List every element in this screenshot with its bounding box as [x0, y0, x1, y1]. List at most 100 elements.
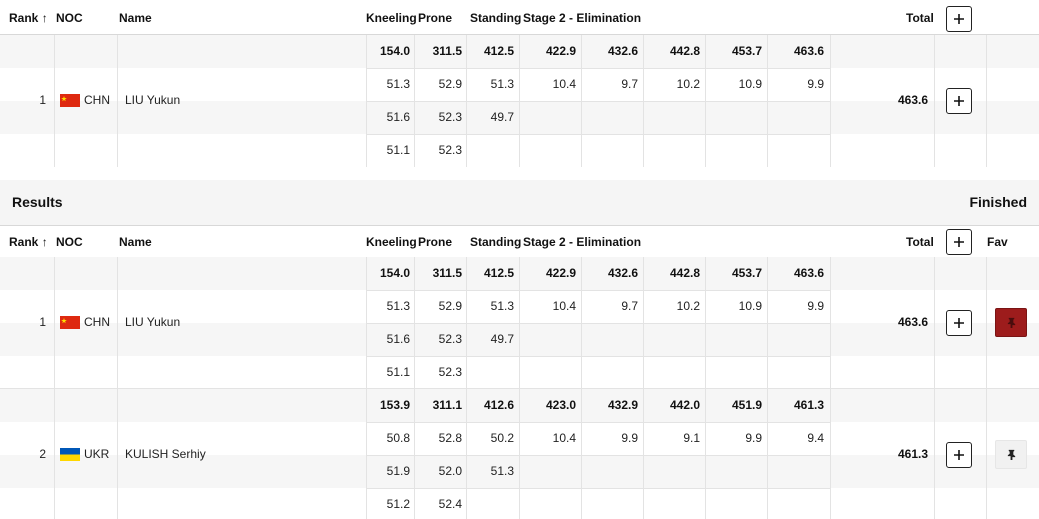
series-score-cell: 51.3 — [386, 77, 410, 91]
series-score-cell — [767, 455, 824, 488]
series-score-cell: 51.1 — [386, 143, 410, 157]
series-score-cell: 49.7 — [490, 332, 514, 346]
series-score-cell: 52.3 — [438, 365, 462, 379]
stage-total-cell: 154.0 — [379, 266, 410, 280]
expand-all-button[interactable] — [946, 229, 972, 255]
arrow-up-icon: ↑ — [41, 235, 48, 249]
column-header-total: Total — [906, 11, 934, 25]
series-score-cell: 51.3 — [490, 77, 514, 91]
column-header-standing: Standing — [470, 235, 522, 249]
column-header-stage2: Stage 2 - Elimination — [523, 235, 642, 249]
series-score-cell — [767, 356, 824, 389]
pin-icon — [1007, 449, 1015, 460]
expand-row-button[interactable] — [946, 88, 972, 114]
series-score-cell: 49.7 — [490, 110, 514, 124]
expand-all-button[interactable] — [946, 6, 972, 32]
column-header-noc: NOC — [56, 235, 83, 249]
stage-total-cell: 153.9 — [379, 398, 410, 412]
pin-icon — [1007, 317, 1015, 328]
stage-total-cell: 412.6 — [483, 398, 514, 412]
athlete-name[interactable]: LIU Yukun — [125, 315, 181, 329]
stage-total-cell: 453.7 — [731, 266, 762, 280]
status-badge: Finished — [969, 194, 1027, 210]
series-score-cell — [581, 356, 638, 389]
stage-total-cell: 311.1 — [432, 398, 462, 412]
series-score-cell — [767, 488, 824, 519]
series-score-cell — [581, 101, 638, 134]
table-header: Rank ↑ NOC Name Kneeling Prone Standing … — [0, 2, 1039, 35]
series-score-cell — [705, 356, 762, 389]
column-header-total: Total — [906, 235, 934, 249]
favorite-button[interactable] — [995, 308, 1027, 337]
stage-total-cell: 311.5 — [432, 44, 462, 58]
series-score-cell: 9.9 — [807, 77, 824, 91]
column-header-fav: Fav — [987, 235, 1008, 249]
stage-total-cell: 412.5 — [483, 44, 514, 58]
series-score-cell — [581, 488, 638, 519]
series-score-cell: 9.4 — [807, 431, 824, 445]
noc-code: UKR — [84, 447, 110, 461]
series-score-cell: 52.3 — [438, 110, 462, 124]
series-score-cell: 52.9 — [438, 299, 462, 313]
series-score-cell — [519, 134, 576, 167]
series-score-cell: 50.2 — [490, 431, 514, 445]
series-score-cell — [466, 488, 514, 519]
series-score-cell — [519, 488, 576, 519]
series-score-cell — [705, 101, 762, 134]
column-header-standing: Standing — [470, 11, 522, 25]
total-score: 461.3 — [898, 447, 929, 461]
favorite-button[interactable] — [995, 440, 1027, 469]
series-score-cell: 9.9 — [621, 431, 638, 445]
results-table-header: Rank ↑ NOC Name Kneeling Prone Standing … — [0, 225, 1039, 258]
athlete-name[interactable]: KULISH Serhiy — [125, 447, 206, 461]
series-score-cell — [767, 134, 824, 167]
plus-icon — [954, 318, 964, 328]
stage-total-cell: 412.5 — [483, 266, 514, 280]
stage-total-cell: 463.6 — [793, 44, 824, 58]
plus-icon — [954, 14, 964, 24]
series-score-cell — [519, 323, 576, 356]
table-row: 1 CHN LIU Yukun 154.0 311.5 412.5 422.9 432.… — [0, 257, 1039, 389]
series-score-cell: 51.3 — [386, 299, 410, 313]
rank-value: 2 — [39, 447, 46, 461]
series-score-cell: 10.2 — [676, 77, 700, 91]
series-score-cell: 51.2 — [386, 497, 410, 511]
expand-row-button[interactable] — [946, 310, 972, 336]
table-row: 1 CHN LIU Yukun 154.0 311.5 412.5 422.9 432.… — [0, 35, 1039, 167]
column-header-stage2: Stage 2 - Elimination — [523, 11, 642, 25]
stage-total-cell: 311.5 — [432, 266, 462, 280]
series-score-cell: 9.1 — [683, 431, 700, 445]
column-header-name: Name — [119, 11, 152, 25]
stage-total-cell: 463.6 — [793, 266, 824, 280]
stage-total-cell: 154.0 — [379, 44, 410, 58]
series-score-cell — [767, 323, 824, 356]
series-score-cell — [705, 488, 762, 519]
series-score-cell — [466, 356, 514, 389]
plus-icon — [954, 96, 964, 106]
noc-code: CHN — [84, 315, 110, 329]
column-header-prone: Prone — [418, 11, 453, 25]
series-score-cell — [519, 356, 576, 389]
series-score-cell — [581, 134, 638, 167]
stage-total-cell: 422.9 — [545, 44, 576, 58]
stage-total-cell: 423.0 — [545, 398, 576, 412]
expand-row-button[interactable] — [946, 442, 972, 468]
series-score-cell: 10.4 — [552, 299, 576, 313]
series-score-cell — [643, 134, 700, 167]
series-score-cell — [581, 455, 638, 488]
series-score-cell — [643, 101, 700, 134]
series-score-cell: 51.6 — [386, 332, 410, 346]
series-score-cell: 52.9 — [438, 77, 462, 91]
series-score-cell: 52.8 — [438, 431, 462, 445]
results-section-bar: Results Finished — [0, 180, 1039, 225]
column-header-kneeling: Kneeling — [366, 11, 417, 25]
column-header-rank[interactable]: Rank ↑ — [9, 235, 48, 249]
series-score-cell — [519, 101, 576, 134]
column-header-rank[interactable]: Rank ↑ — [9, 11, 48, 25]
series-score-cell: 51.6 — [386, 110, 410, 124]
series-score-cell: 52.3 — [438, 332, 462, 346]
table-row: 2 UKR KULISH Serhiy 153.9 311.1 412.6 423.0… — [0, 389, 1039, 519]
ukraine-flag — [60, 448, 80, 461]
stage-total-cell: 442.0 — [669, 398, 700, 412]
athlete-name[interactable]: LIU Yukun — [125, 93, 181, 107]
